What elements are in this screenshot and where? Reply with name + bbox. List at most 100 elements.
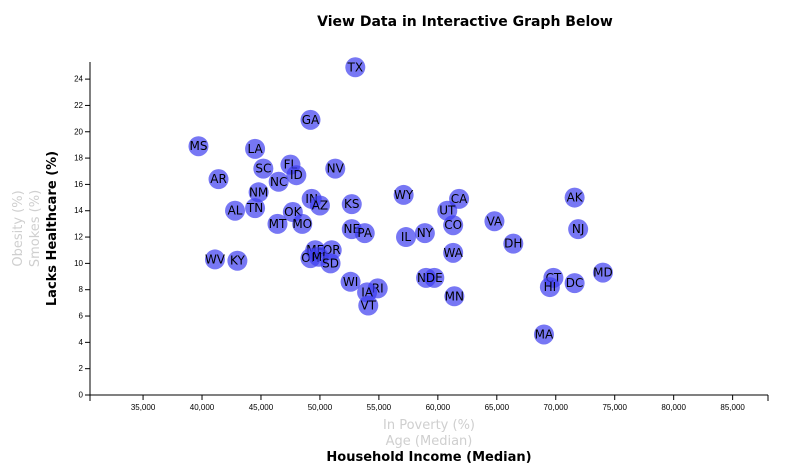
x-tick-label: 35,000 <box>131 403 156 412</box>
y-tick-label: 14 <box>74 206 83 215</box>
y-tick-label: 6 <box>79 312 84 321</box>
state-marker[interactable] <box>564 273 585 294</box>
state-marker[interactable] <box>484 211 505 232</box>
state-marker[interactable] <box>444 286 465 307</box>
y-axis-option-2[interactable]: Lacks Healthcare (%) <box>45 151 60 306</box>
state-point-hi[interactable]: HI <box>539 277 560 298</box>
x-tick-label: 55,000 <box>367 403 392 412</box>
state-point-dc[interactable]: DC <box>564 273 585 294</box>
state-marker[interactable] <box>309 195 330 216</box>
state-point-nc[interactable]: NC <box>268 171 289 192</box>
x-tick-label: 75,000 <box>602 403 627 412</box>
state-point-tn[interactable]: TN <box>245 198 266 219</box>
y-tick-label: 8 <box>79 285 84 294</box>
state-point-wy[interactable]: WY <box>393 184 414 205</box>
state-marker[interactable] <box>564 187 585 208</box>
state-point-dh[interactable]: DH <box>503 233 524 254</box>
state-marker[interactable] <box>533 324 554 345</box>
state-marker[interactable] <box>267 213 288 234</box>
state-marker[interactable] <box>227 250 248 271</box>
state-marker[interactable] <box>286 165 307 186</box>
y-axis-option-1[interactable]: Smokes (%) <box>28 190 43 267</box>
state-point-wi[interactable]: WI <box>340 271 361 292</box>
state-point-id[interactable]: ID <box>286 165 307 186</box>
state-point-pa[interactable]: PA <box>354 223 375 244</box>
state-point-ky[interactable]: KY <box>227 250 248 271</box>
x-axis: 35,000 40,000 45,000 50,000 55,000 60,000 65,0… <box>89 394 769 412</box>
state-marker[interactable] <box>568 219 589 240</box>
state-marker[interactable] <box>320 253 341 274</box>
state-marker[interactable] <box>188 136 209 157</box>
state-marker[interactable] <box>268 171 289 192</box>
state-point-ks[interactable]: KS <box>341 194 362 215</box>
state-point-mo[interactable]: MO <box>292 213 313 234</box>
y-axis-labels: Obesity (%) Smokes (%) Lacks Healthcare (%… <box>11 151 60 306</box>
state-marker[interactable] <box>354 223 375 244</box>
y-tick-label: 4 <box>79 338 84 347</box>
state-point-mn[interactable]: MN <box>444 286 465 307</box>
state-marker[interactable] <box>396 227 417 248</box>
state-marker[interactable] <box>292 213 313 234</box>
x-tick-label: 65,000 <box>485 403 510 412</box>
state-point-il[interactable]: IL <box>396 227 417 248</box>
state-point-nj[interactable]: NJ <box>568 219 589 240</box>
x-axis-option-2[interactable]: Household Income (Median) <box>326 450 531 465</box>
state-marker[interactable] <box>340 271 361 292</box>
state-point-va[interactable]: VA <box>484 211 505 232</box>
state-marker[interactable] <box>248 182 269 203</box>
x-axis-option-0[interactable]: In Poverty (%) <box>383 418 475 433</box>
state-point-al[interactable]: AL <box>225 200 246 221</box>
state-marker[interactable] <box>300 109 321 130</box>
x-tick-label: 60,000 <box>426 403 451 412</box>
state-point-ny[interactable]: NY <box>414 223 435 244</box>
state-point-ga[interactable]: GA <box>300 109 321 130</box>
state-marker[interactable] <box>245 138 266 159</box>
state-marker[interactable] <box>341 194 362 215</box>
state-marker[interactable] <box>539 277 560 298</box>
state-marker[interactable] <box>345 57 366 78</box>
y-tick-label: 16 <box>74 180 83 189</box>
state-marker[interactable] <box>443 215 464 236</box>
state-point-co[interactable]: CO <box>443 215 464 236</box>
state-point-sc[interactable]: SC <box>253 158 274 179</box>
state-point-la[interactable]: LA <box>245 138 266 159</box>
state-point-md[interactable]: MD <box>592 262 613 283</box>
state-point-ma[interactable]: MA <box>533 324 554 345</box>
state-marker[interactable] <box>225 200 246 221</box>
state-marker[interactable] <box>325 158 346 179</box>
state-marker[interactable] <box>245 198 266 219</box>
y-axis-option-0[interactable]: Obesity (%) <box>11 190 26 266</box>
state-marker[interactable] <box>253 158 274 179</box>
state-marker[interactable] <box>358 295 379 316</box>
state-point-ms[interactable]: MS <box>188 136 209 157</box>
chart-title: View Data in Interactive Graph Below <box>317 14 613 30</box>
state-point-mt[interactable]: MT <box>267 213 288 234</box>
state-point-vt[interactable]: VT <box>358 295 379 316</box>
state-point-wv[interactable]: WV <box>204 249 226 270</box>
state-marker[interactable] <box>393 184 414 205</box>
state-marker[interactable] <box>424 267 445 288</box>
state-point-ar[interactable]: AR <box>208 169 229 190</box>
x-tick-label: 80,000 <box>661 403 686 412</box>
state-point-ak[interactable]: AK <box>564 187 585 208</box>
x-tick-label: 50,000 <box>308 403 333 412</box>
state-marker[interactable] <box>592 262 613 283</box>
state-point-az[interactable]: AZ <box>309 195 330 216</box>
state-marker[interactable] <box>204 249 225 270</box>
state-marker[interactable] <box>443 242 464 263</box>
state-point-tx[interactable]: TX <box>345 57 366 78</box>
state-point-wa[interactable]: WA <box>443 242 464 263</box>
x-tick-label: 85,000 <box>720 403 745 412</box>
state-marker[interactable] <box>414 223 435 244</box>
state-marker[interactable] <box>503 233 524 254</box>
state-point-nv[interactable]: NV <box>325 158 346 179</box>
x-axis-option-1[interactable]: Age (Median) <box>386 434 473 449</box>
x-tick-label: 40,000 <box>190 403 215 412</box>
state-point-sd[interactable]: SD <box>320 253 341 274</box>
state-point-de[interactable]: DE <box>424 267 445 288</box>
state-marker[interactable] <box>208 169 229 190</box>
x-tick-label: 45,000 <box>249 403 274 412</box>
